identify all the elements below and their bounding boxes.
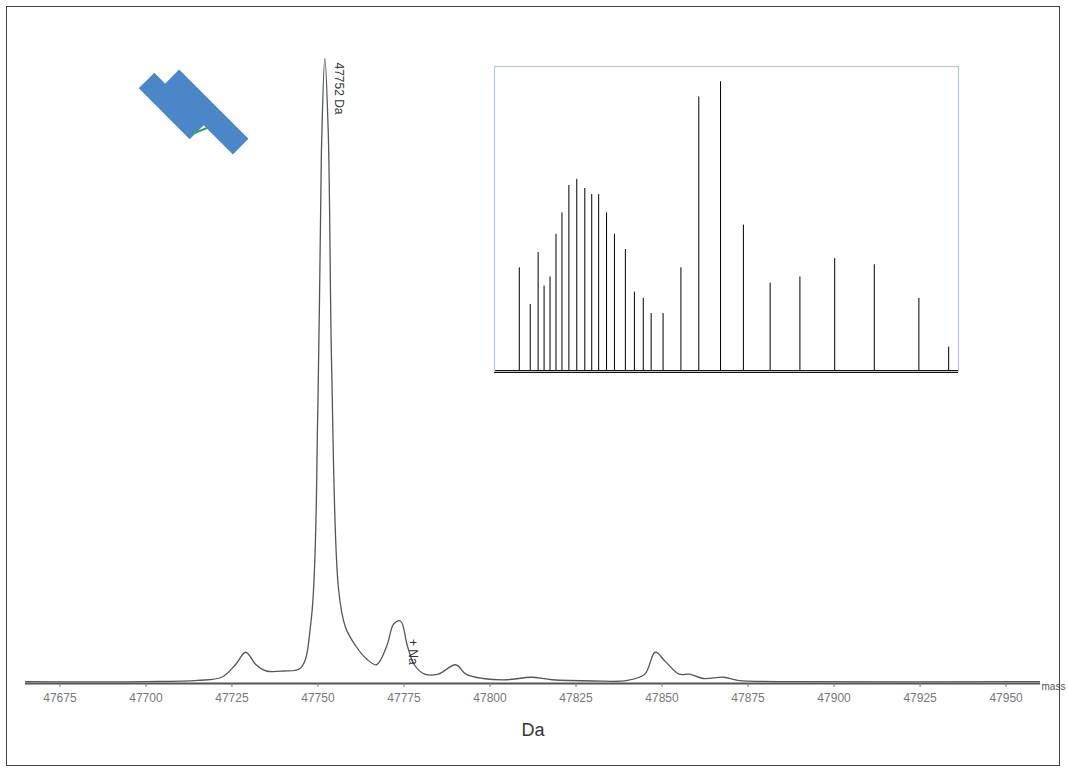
svg-text:+ Na: + Na xyxy=(406,639,420,665)
svg-text:47800: 47800 xyxy=(473,691,507,705)
svg-text:47725: 47725 xyxy=(215,691,249,705)
svg-text:mass: mass xyxy=(1042,681,1066,692)
svg-text:47925: 47925 xyxy=(903,691,937,705)
svg-text:47850: 47850 xyxy=(645,691,679,705)
svg-text:47950: 47950 xyxy=(989,691,1023,705)
svg-text:47775: 47775 xyxy=(387,691,421,705)
svg-text:47900: 47900 xyxy=(817,691,851,705)
svg-text:47875: 47875 xyxy=(731,691,765,705)
svg-text:47825: 47825 xyxy=(559,691,593,705)
svg-text:47700: 47700 xyxy=(129,691,163,705)
svg-text:47750: 47750 xyxy=(301,691,335,705)
svg-text:47675: 47675 xyxy=(43,691,77,705)
svg-text:Da: Da xyxy=(521,720,545,740)
svg-text:47752 Da: 47752 Da xyxy=(332,63,346,115)
